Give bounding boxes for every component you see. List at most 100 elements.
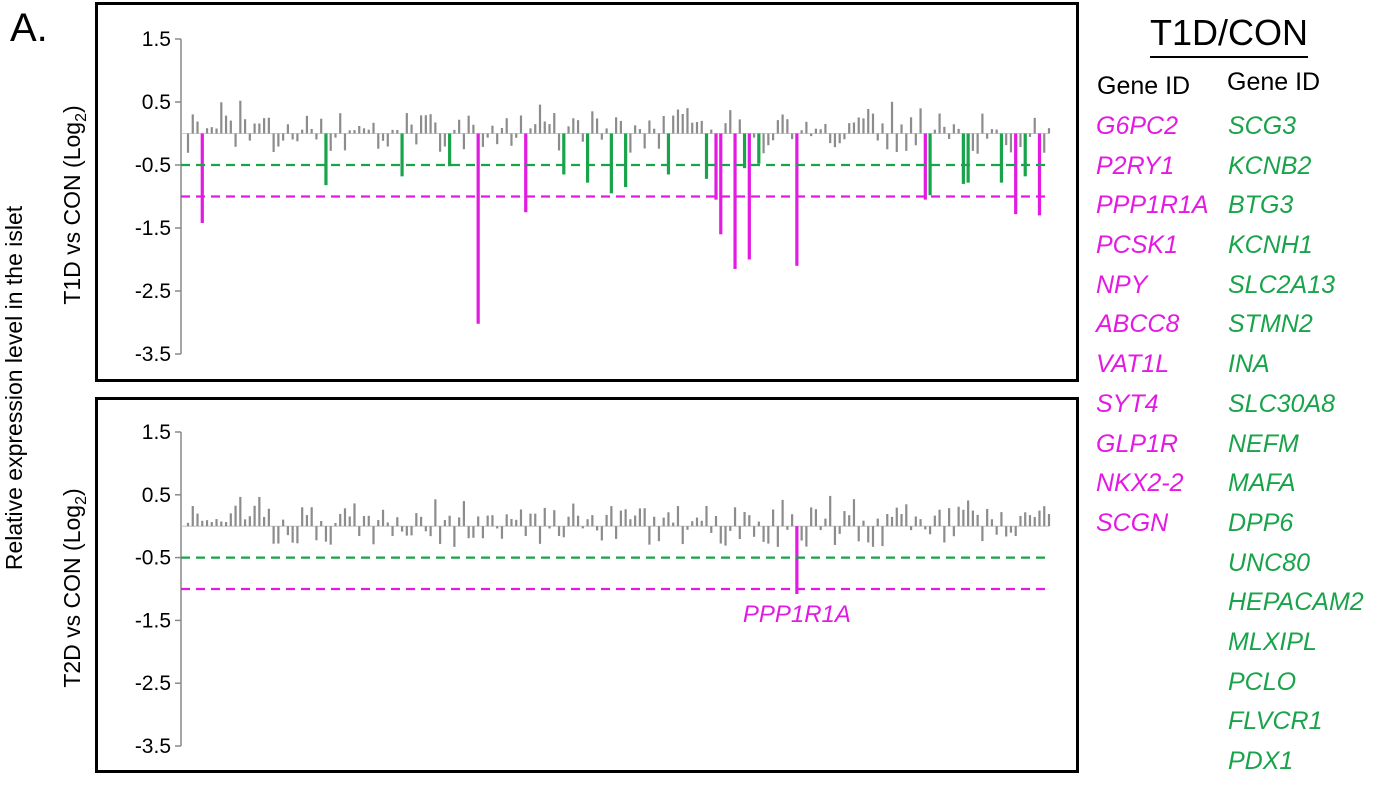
gene-bar [800,526,803,541]
gene-bar [643,133,646,149]
gene-bar [881,123,884,134]
t2d-y-label-main: T2D vs CON (Log [59,505,85,688]
gene-bar [781,114,784,134]
gene-bar [810,133,813,137]
gene-bar [600,526,603,541]
gene-bar [196,513,199,527]
gene-bar [205,520,209,527]
gene-bar [1005,133,1008,146]
legend-gene: STMN2 [1228,310,1313,339]
gene-bar [548,526,551,529]
gene-bar [700,120,703,134]
gene-bar [662,517,665,527]
gene-bar [600,133,603,140]
gene-bar [615,526,618,539]
gene-bar [253,505,256,527]
gene-bar [824,518,827,527]
gene-bar [862,520,865,527]
gene-bar [286,526,289,536]
gene-bar [928,526,932,535]
legend-column-header-left: Gene ID [1097,72,1191,100]
t1d-vs-con-chart: 1.5 0.5 -0.5 -1.5 -2.5 -3.5 [135,28,1051,366]
gene-bar [638,508,642,527]
gene-bar [443,133,446,147]
gene-bar [343,508,347,527]
gene-bar [1014,526,1017,537]
gene-bar [548,124,551,134]
gene-bar [743,512,746,527]
gene-bar [852,122,856,134]
gene-bar [676,506,680,527]
gene-bar [543,507,546,527]
gene-bar [905,504,908,527]
gene-bar [629,519,632,527]
gene-bar [900,124,903,134]
gene-bar [909,526,913,531]
gene-bar [886,133,889,150]
gene-bar [215,128,218,134]
gene-bar [1024,512,1027,527]
magenta-gene-list: G6PC2 P2RY1 PPP1R1A PCSK1 NPY ABCC8 VAT1L SYT4 G… [1096,110,1209,547]
gene-bar [762,526,765,542]
highlighted-bar [524,133,528,213]
gene-bar [529,128,532,134]
legend-gene: PCLO [1228,667,1297,696]
gene-bar [572,503,575,527]
gene-bar [876,518,879,527]
gene-bar [786,526,789,530]
gene-bar [510,133,513,146]
gene-bar [871,113,875,134]
gene-bar [843,133,846,140]
gene-bar [843,511,846,527]
t2d-vs-con-chart: 1.5 0.5 -0.5 -1.5 -2.5 -3.5 PPP1R1A [135,421,1051,758]
gene-bar [738,119,741,134]
legend-gene: FLVCR1 [1228,707,1323,736]
gene-bar [205,128,209,134]
highlighted-bar [733,133,737,269]
gene-bar [462,133,466,150]
gene-bar [814,128,818,134]
gene-bar [1019,133,1022,148]
gene-bar [710,526,713,533]
gene-bar [948,508,951,527]
gene-bar [320,521,323,527]
gene-bar [510,519,513,527]
gene-bar [329,526,332,545]
gene-bar [757,521,760,527]
gene-bar [543,121,546,134]
gene-bar [814,509,818,527]
gene-bar [443,520,446,527]
gene-bar [719,526,722,544]
gene-bar [534,513,537,527]
highlighted-bar [923,133,927,200]
gene-bar [220,521,223,527]
highlighted-bar [585,133,590,183]
gene-bar [362,515,366,527]
gene-bar [800,130,803,134]
gene-bar [710,129,713,134]
gene-bar [500,127,504,134]
gene-bar [239,496,242,527]
gene-bar [919,519,922,527]
gene-bar [396,130,399,134]
gene-bar [419,516,423,527]
gene-bar [615,117,618,134]
gene-bar [315,133,318,140]
gene-bar [833,133,837,148]
legend-gene: KCNH1 [1228,231,1313,260]
gene-bar [305,515,309,527]
gene-bar [477,516,480,527]
legend-gene: G6PC2 [1096,112,1178,140]
gene-bar [557,133,561,151]
gene-bar [981,526,984,542]
t2d-bars [186,495,1051,595]
legend-gene: SYT4 [1096,389,1159,418]
gene-bar [515,133,518,138]
gene-bar [486,515,489,527]
legend-gene: SCGN [1096,508,1169,537]
gene-bar [938,113,941,134]
panel-label: A. [10,6,48,50]
gene-bar [381,133,385,141]
highlighted-bar [704,133,709,179]
gene-bar [995,129,998,134]
